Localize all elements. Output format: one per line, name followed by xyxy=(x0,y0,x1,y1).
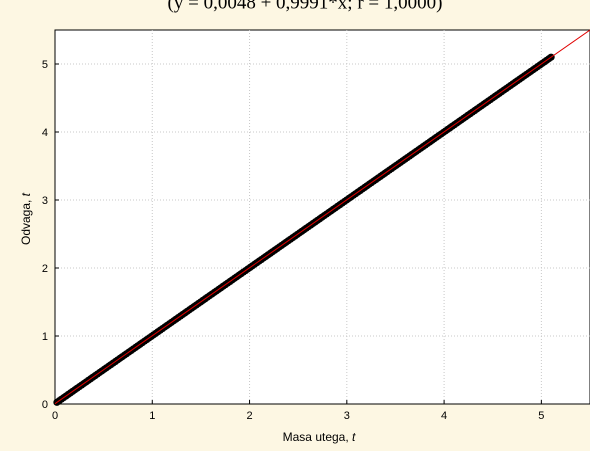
y-tick-label: 4 xyxy=(42,127,48,139)
ylabel-main: Odvaga, xyxy=(19,196,33,245)
ylabel-unit: t xyxy=(19,192,33,196)
y-tick-label: 5 xyxy=(42,59,48,71)
x-axis-label: Masa utega, t xyxy=(283,430,356,444)
x-tick-label: 1 xyxy=(149,410,155,422)
x-tick-label: 5 xyxy=(538,410,544,422)
x-axis: 0 1 2 3 4 5 xyxy=(52,400,544,422)
y-tick-label: 1 xyxy=(42,331,48,343)
xlabel-main: Masa utega, xyxy=(283,430,352,444)
y-tick-label: 0 xyxy=(42,399,48,411)
x-tick-label: 2 xyxy=(246,410,252,422)
y-tick-label: 2 xyxy=(42,263,48,275)
y-axis-label: Odvaga, t xyxy=(19,192,33,245)
y-tick-label: 3 xyxy=(42,195,48,207)
x-tick-label: 0 xyxy=(52,410,58,422)
x-tick-label: 3 xyxy=(344,410,350,422)
regression-line xyxy=(54,29,590,405)
xlabel-unit: t xyxy=(352,430,356,444)
x-tick-label: 4 xyxy=(441,410,447,422)
y-axis: 0 1 2 3 4 5 xyxy=(42,59,59,411)
chart-title: (y = 0,0048 + 0,9991*x; r = 1,0000) xyxy=(168,0,443,13)
grid-lines xyxy=(55,30,590,404)
